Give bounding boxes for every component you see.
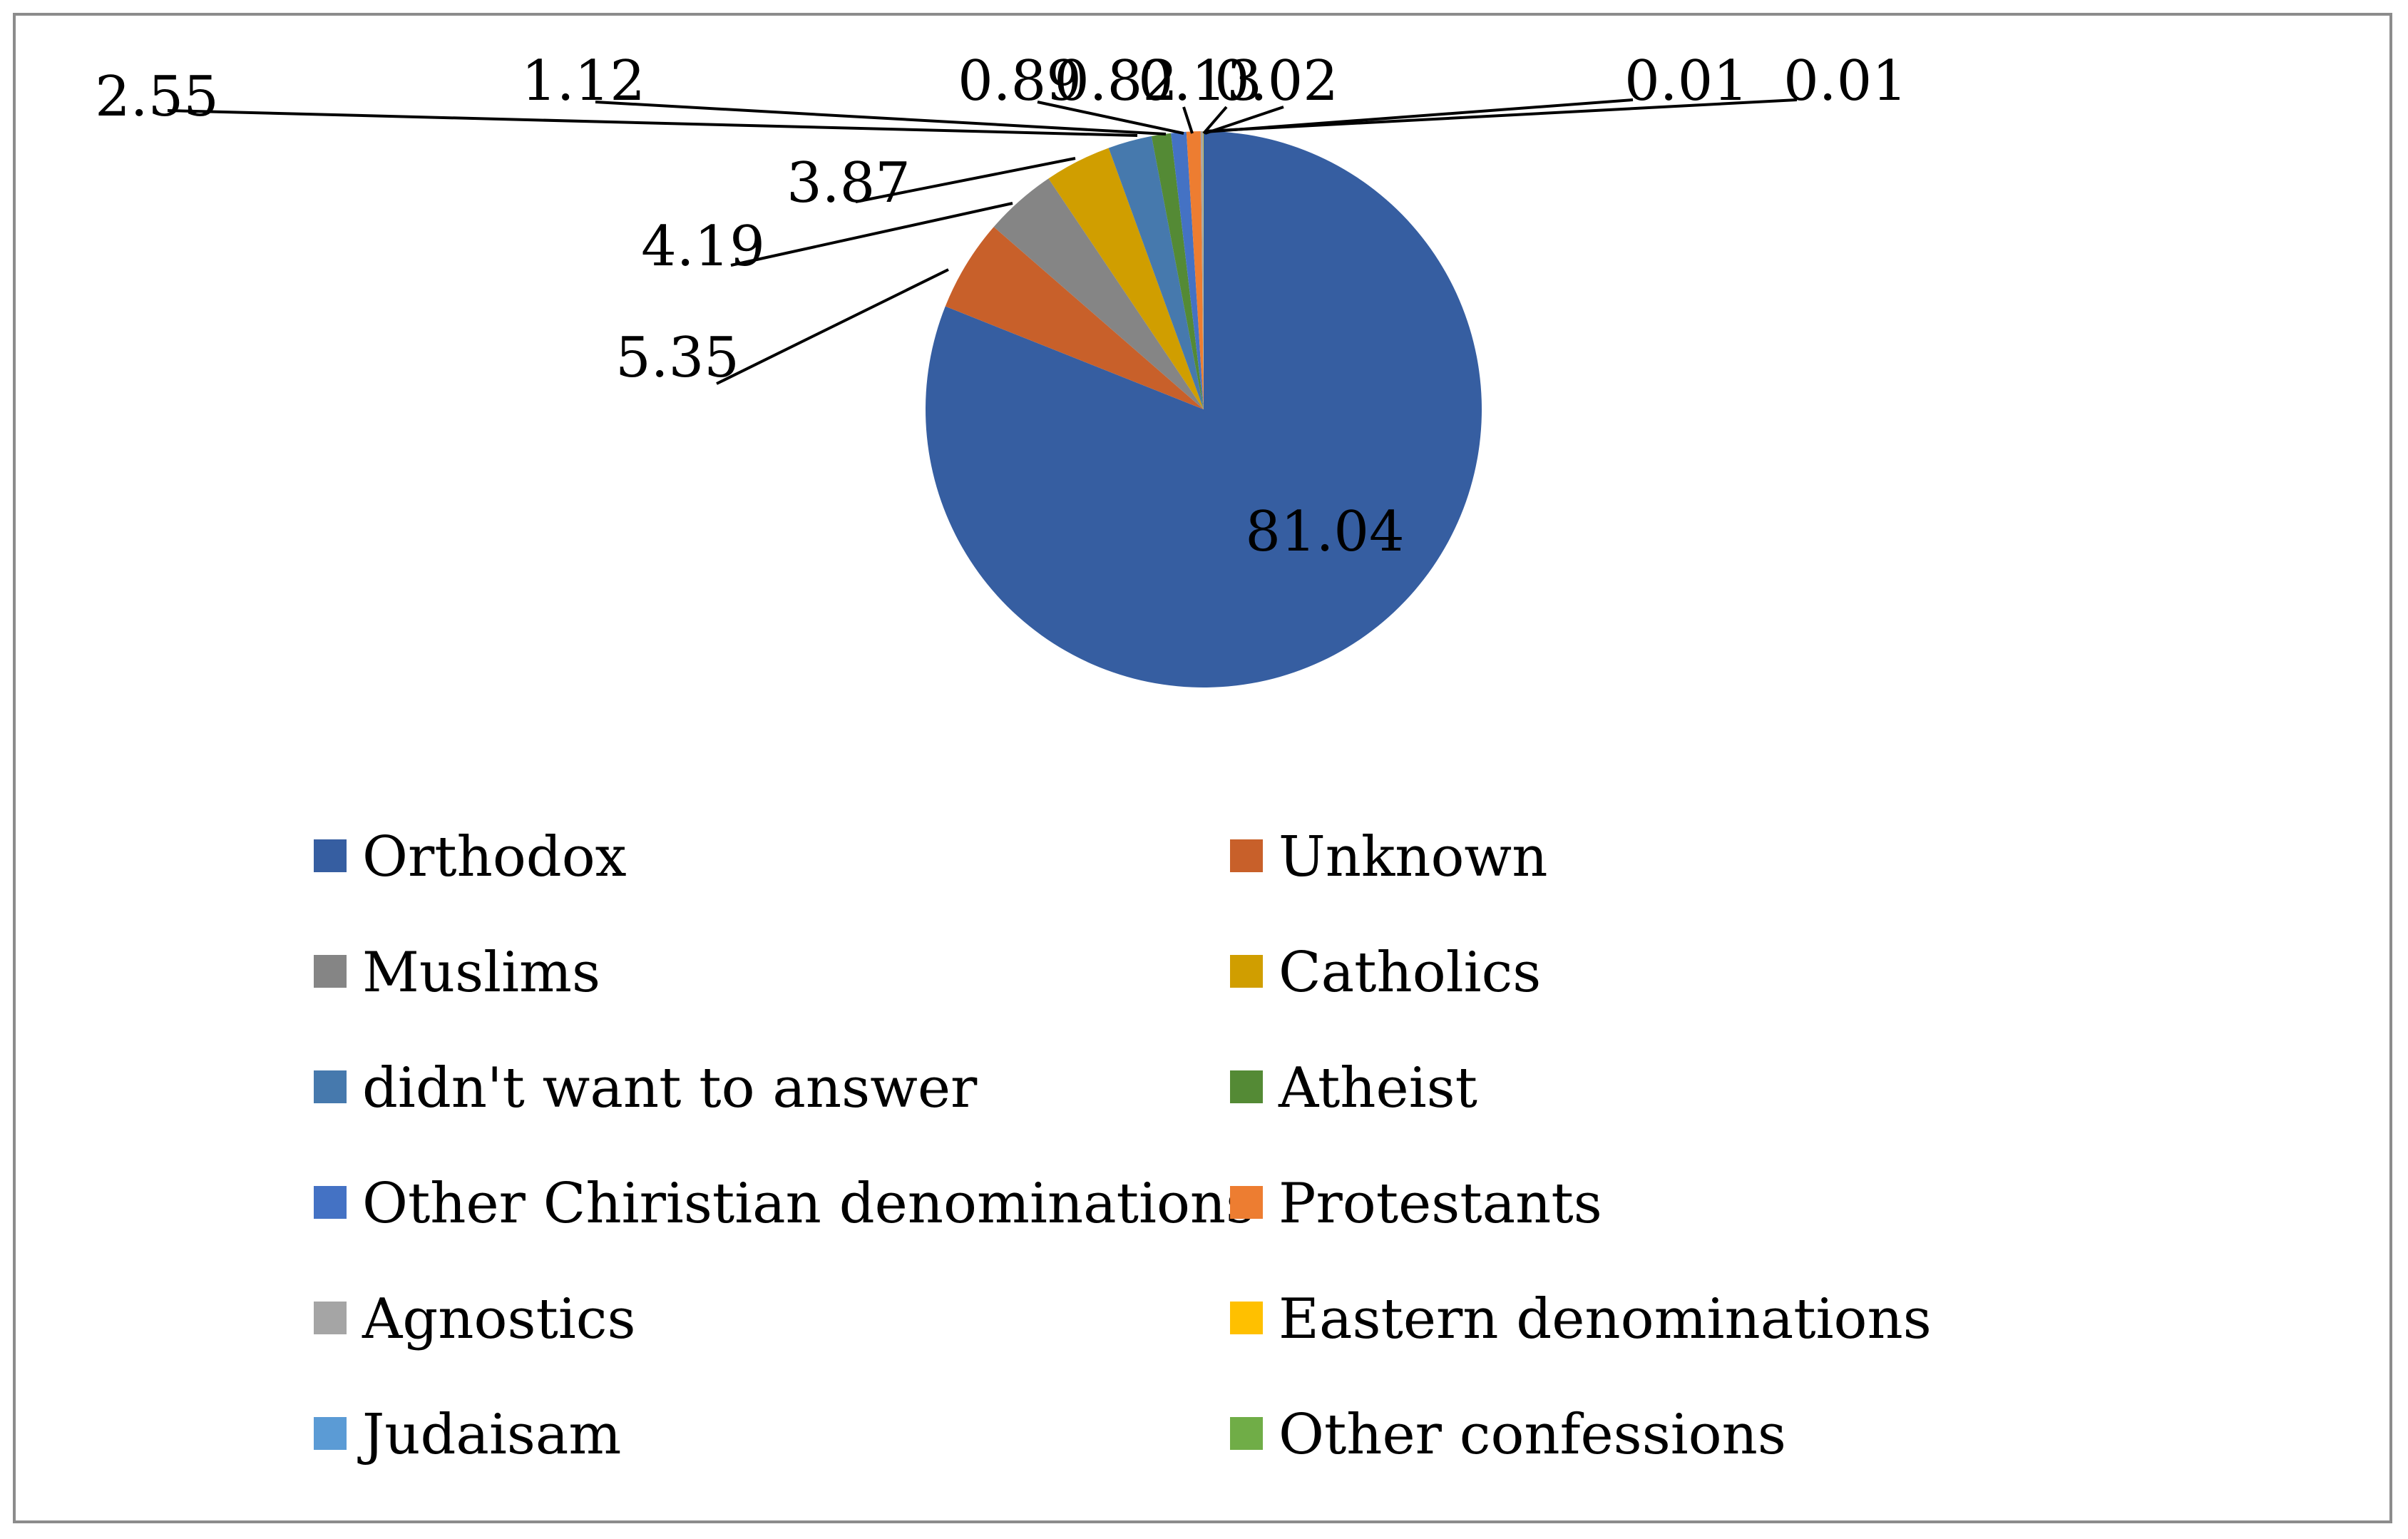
leader-line-other-confessions xyxy=(1204,98,1798,133)
leader-line-muslims xyxy=(730,202,1013,267)
leader-line-unknown xyxy=(716,268,949,385)
legend-label-orthodox: Orthodox xyxy=(362,825,627,889)
leader-line-protestants xyxy=(1182,106,1194,134)
legend-label-agnostics: Agnostics xyxy=(362,1287,636,1351)
legend-label-unknown: Unknown xyxy=(1279,825,1547,889)
leader-line-catholics xyxy=(855,157,1076,203)
data-label-didn-t-want-to-answer: 2.55 xyxy=(95,65,219,129)
pie-slice-other-chiristian-denominations xyxy=(1171,131,1204,409)
legend-swatch-unknown xyxy=(1230,839,1263,872)
data-label-eastern-denominations: 0.02 xyxy=(1214,49,1338,113)
legend-label-protestants: Protestants xyxy=(1279,1172,1602,1236)
leader-line-atheist xyxy=(595,101,1167,136)
data-label-judaisam: 0.01 xyxy=(1624,49,1748,113)
legend-swatch-judaisam xyxy=(314,1417,347,1450)
data-label-orthodox: 81.04 xyxy=(1245,500,1404,564)
pie-slice-muslims xyxy=(993,178,1204,410)
leader-line-other-chiristian-denominations xyxy=(1037,101,1184,135)
data-label-other-chiristian-denominations: 0.89 xyxy=(958,49,1082,113)
pie-slice-agnostics xyxy=(1200,131,1204,410)
leader-line-didn-t-want-to-answer xyxy=(167,109,1138,137)
legend-label-muslims: Muslims xyxy=(362,941,600,1005)
data-label-unknown: 5.35 xyxy=(615,326,739,390)
pie-slice-protestants xyxy=(1186,131,1204,409)
data-label-catholics: 3.87 xyxy=(787,151,911,215)
legend-swatch-catholics xyxy=(1230,955,1263,988)
legend-label-other-chiristian-denominations: Other Chiristian denominations xyxy=(362,1172,1254,1236)
pie-slice-orthodox xyxy=(926,131,1482,688)
legend-label-didn-t-want-to-answer: didn't want to answer xyxy=(362,1056,978,1120)
data-label-other-confessions: 0.01 xyxy=(1783,49,1907,113)
legend-swatch-other-confessions xyxy=(1230,1417,1263,1450)
legend-swatch-agnostics xyxy=(314,1302,347,1334)
legend-label-judaisam: Judaisam xyxy=(357,1403,621,1467)
data-label-protestants: 0.82 xyxy=(1054,49,1178,113)
legend-swatch-muslims xyxy=(314,955,347,988)
legend-swatch-other-chiristian-denominations xyxy=(314,1186,347,1219)
data-label-agnostics: 0.13 xyxy=(1138,49,1262,113)
pie-slice-unknown xyxy=(945,227,1204,409)
pie-slice-catholics xyxy=(1048,148,1204,410)
legend-label-eastern-denominations: Eastern denominations xyxy=(1279,1287,1932,1351)
legend-swatch-protestants xyxy=(1230,1186,1263,1219)
legend-swatch-eastern-denominations xyxy=(1230,1302,1263,1334)
legend-swatch-atheist xyxy=(1230,1070,1263,1103)
legend-label-catholics: Catholics xyxy=(1279,941,1541,1005)
data-label-atheist: 1.12 xyxy=(521,49,645,113)
legend-label-atheist: Atheist xyxy=(1278,1056,1477,1120)
pie-slice-didn-t-want-to-answer xyxy=(1108,136,1204,410)
pie-slice-eastern-denominations xyxy=(1203,131,1204,409)
legend-swatch-didn-t-want-to-answer xyxy=(314,1070,347,1103)
legend-label-other-confessions: Other confessions xyxy=(1279,1403,1786,1467)
leader-line-agnostics xyxy=(1202,106,1228,135)
pie-slice-atheist xyxy=(1151,133,1204,410)
data-label-muslims: 4.19 xyxy=(641,215,765,279)
leader-line-eastern-denominations xyxy=(1204,106,1284,135)
legend-swatch-orthodox xyxy=(314,839,347,872)
